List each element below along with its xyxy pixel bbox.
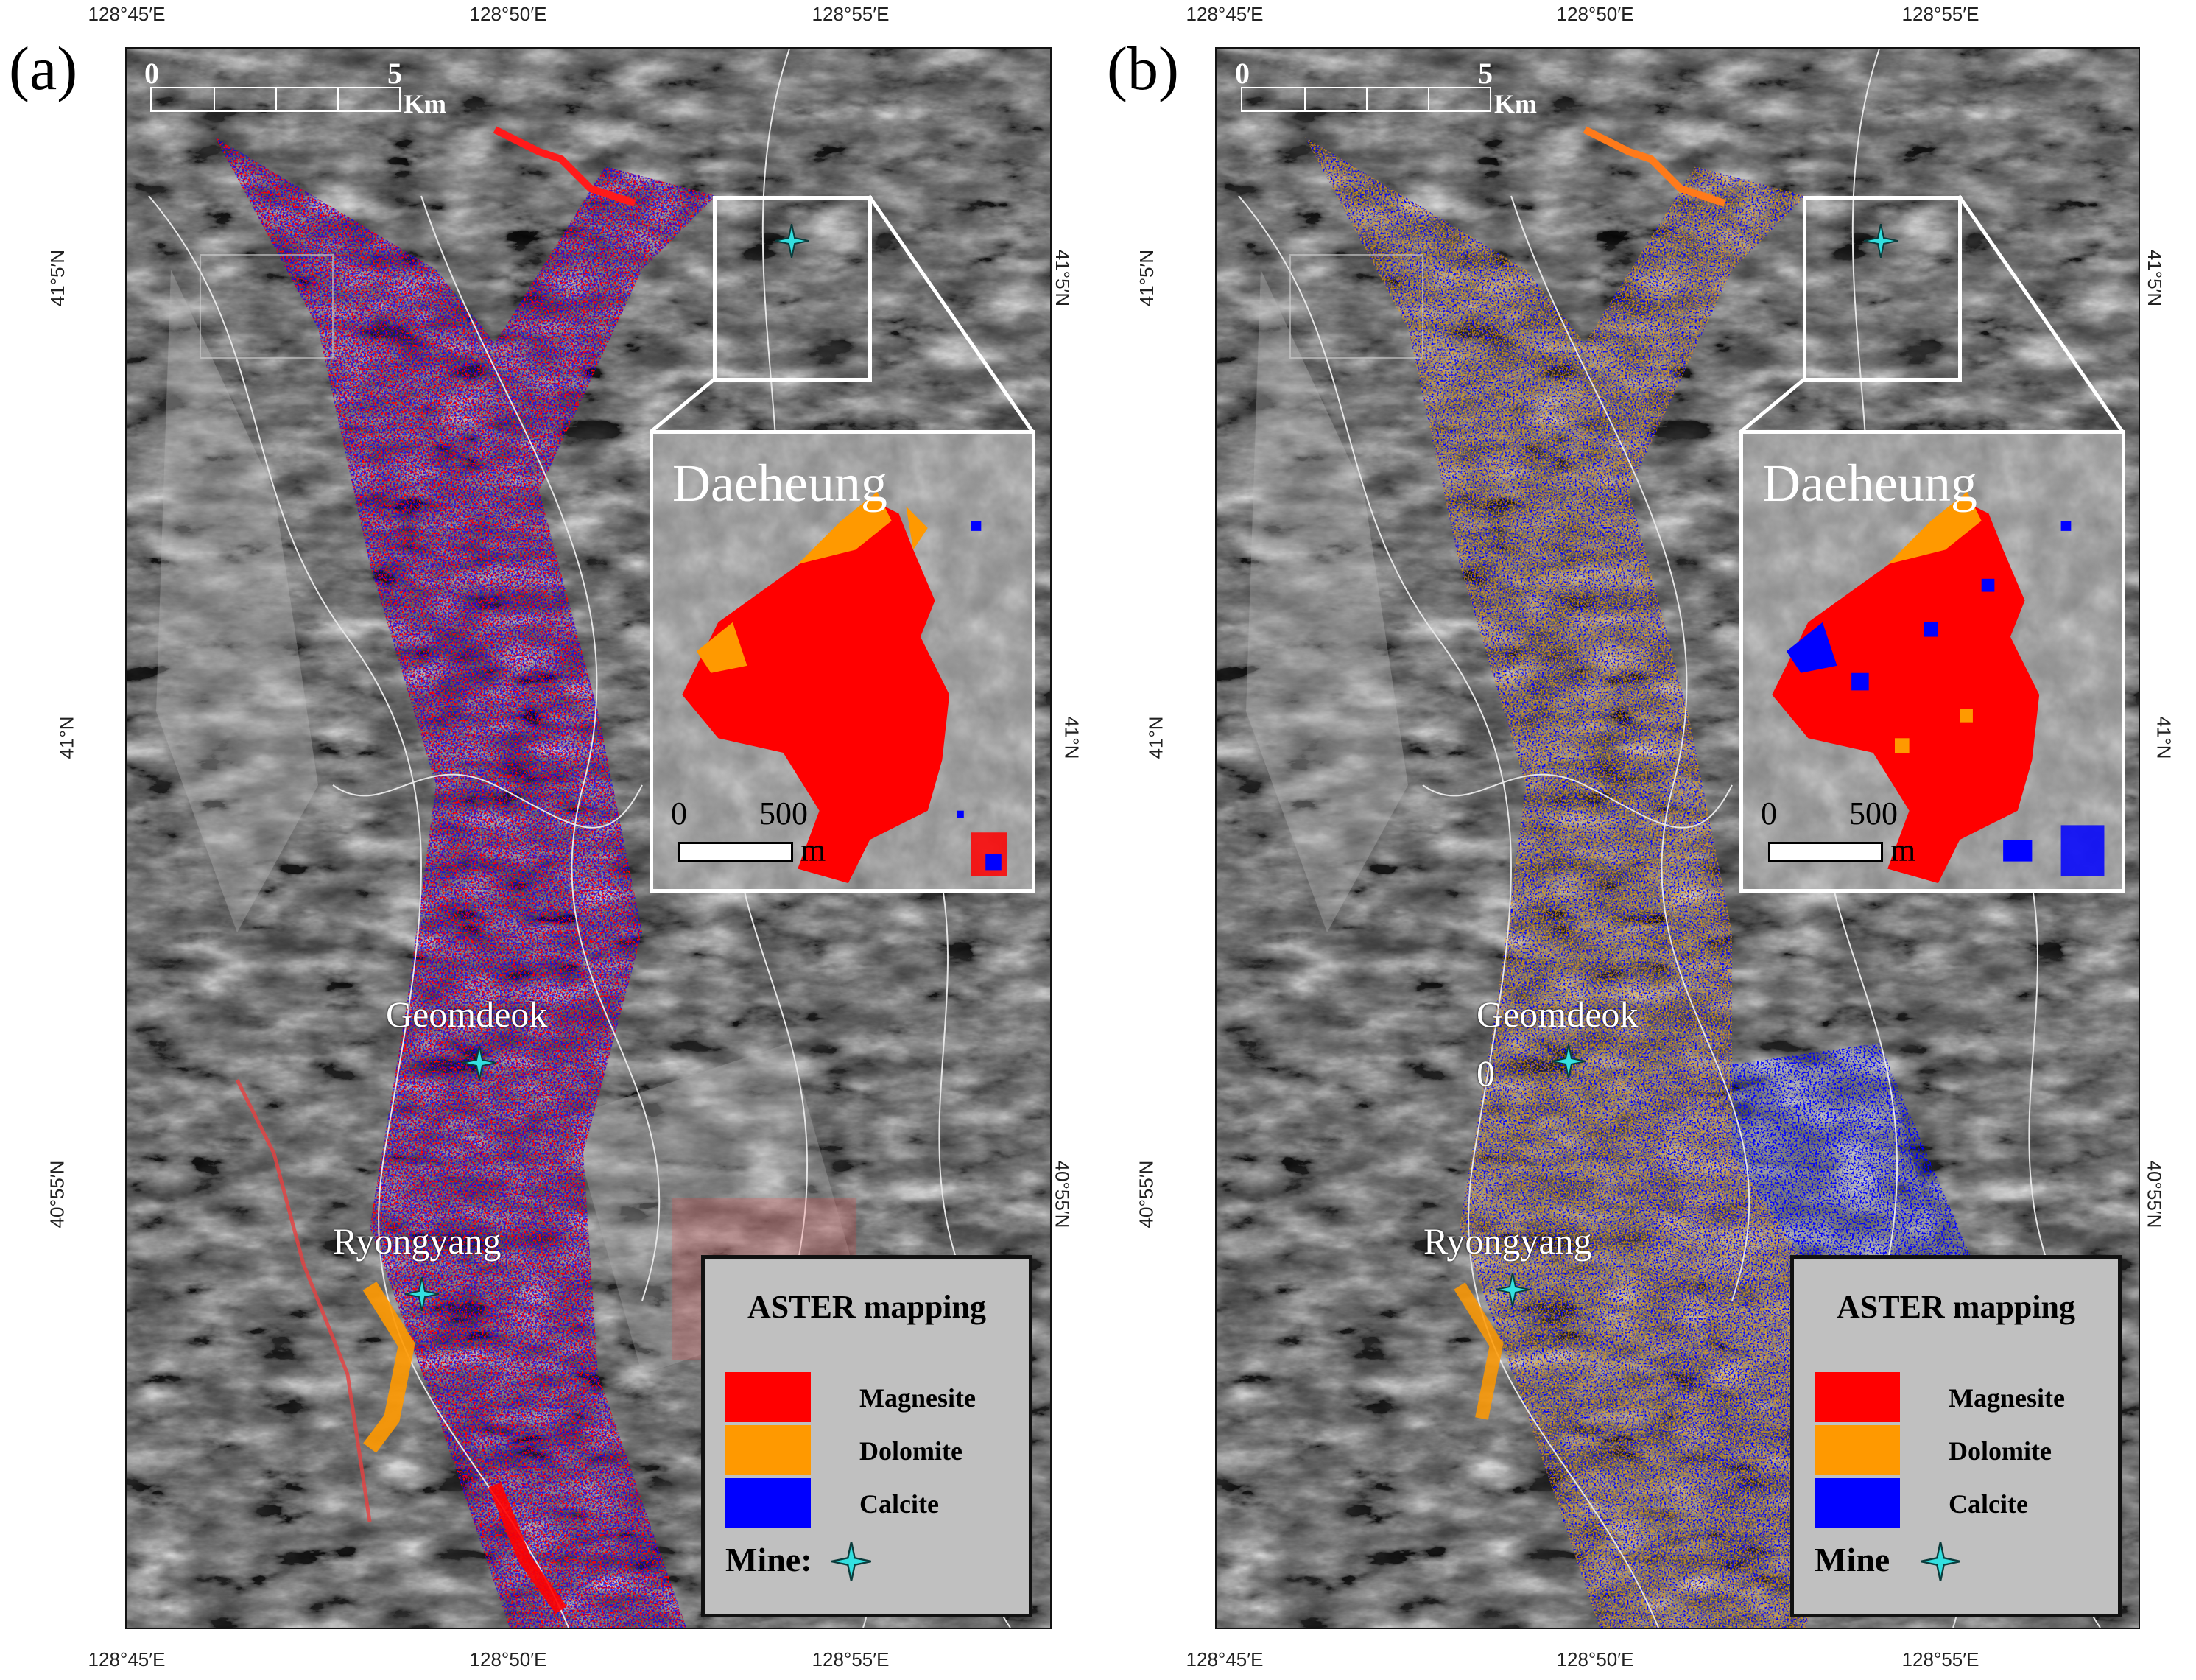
inset-scale-unit: m xyxy=(800,832,826,868)
legend-swatch-calcite xyxy=(725,1478,811,1528)
mine-icon-geomdeok xyxy=(462,1046,496,1080)
scale-end: 5 xyxy=(1478,57,1493,90)
inset-scale-rect xyxy=(1768,842,1883,862)
legend: ASTER mapping Magnesite Dolomite Calcite… xyxy=(701,1255,1032,1617)
inset-image xyxy=(1743,434,2122,889)
scale-start: 0 xyxy=(1235,57,1250,90)
legend-swatch-dolomite xyxy=(1815,1425,1900,1475)
place-geomdeok: Geomdeok xyxy=(386,994,548,1035)
top-coord-3: 128°55′E xyxy=(812,3,890,25)
scale-unit: Km xyxy=(404,89,446,119)
top-coord-3: 128°55′E xyxy=(1901,3,1979,25)
legend-swatch-calcite xyxy=(1815,1478,1900,1528)
inset-scale-end: 500 xyxy=(759,795,808,832)
inset-scale-bar: 0 500 m xyxy=(671,795,848,876)
legend-title: ASTER mapping xyxy=(747,1289,986,1325)
inset-image xyxy=(653,434,1032,889)
legend-swatch-magnesite xyxy=(725,1372,811,1422)
inset-connector-lines xyxy=(650,194,1035,433)
map-area xyxy=(125,47,1052,1629)
inset-title: Daeheung xyxy=(672,454,887,513)
scale-start: 0 xyxy=(144,57,159,90)
legend-mine-icon xyxy=(1921,1542,1960,1581)
legend-label-calcite: Calcite xyxy=(1949,1489,2028,1519)
place-geomdeok: Geomdeok xyxy=(1477,994,1639,1035)
place-ryongyang: Ryongyang xyxy=(1423,1220,1592,1262)
scale-end: 5 xyxy=(387,57,402,90)
bottom-coord-2: 128°50′E xyxy=(1556,1648,1634,1670)
mine-icon-geomdeok xyxy=(1552,1044,1586,1078)
inset-connector-lines xyxy=(1739,194,2125,433)
bottom-coord-2: 128°50′E xyxy=(469,1648,547,1670)
legend-label-magnesite: Magnesite xyxy=(1949,1383,2065,1413)
mine-icon-daeheung xyxy=(775,224,809,258)
inset-title: Daeheung xyxy=(1762,454,1977,513)
bottom-coord-3: 128°55′E xyxy=(1901,1648,1979,1670)
inset-scale-rect xyxy=(678,842,793,862)
scale-unit: Km xyxy=(1494,89,1537,119)
inset-scale-bar: 0 500 m xyxy=(1761,795,1938,876)
mine-icon-daeheung xyxy=(1864,224,1898,258)
inset-scale-start: 0 xyxy=(1761,795,1777,832)
scale-seg-4 xyxy=(337,87,401,112)
bottom-coord-1: 128°45′E xyxy=(1186,1648,1264,1670)
scale-seg-4 xyxy=(1428,87,1491,112)
bottom-coord-1: 128°45′E xyxy=(88,1648,166,1670)
inset-locator-box xyxy=(1803,196,1962,382)
place-ryongyang: Ryongyang xyxy=(333,1220,502,1262)
mine-icon-ryongyang xyxy=(1496,1273,1530,1307)
inset-scale-start: 0 xyxy=(671,795,687,832)
legend-mine-label: Mine xyxy=(1815,1541,1890,1578)
inset-locator-box xyxy=(713,196,872,382)
legend-swatch-magnesite xyxy=(1815,1372,1900,1422)
legend-label-dolomite: Dolomite xyxy=(1949,1436,2052,1466)
panel-label: (b) xyxy=(1107,35,1179,103)
legend-title: ASTER mapping xyxy=(1836,1289,2075,1325)
mine-icon-ryongyang xyxy=(405,1277,439,1311)
legend: ASTER mapping Magnesite Dolomite Calcite… xyxy=(1790,1255,2122,1617)
legend-mine-label: Mine: xyxy=(725,1541,812,1578)
inset-daeheung: Daeheung 0 500 m xyxy=(1739,430,2125,893)
legend-swatch-dolomite xyxy=(725,1425,811,1475)
panel-a: (a) 128°45′E 128°50′E 128°55′E 128°45′E … xyxy=(9,3,1083,1670)
top-coord-2: 128°50′E xyxy=(1556,3,1634,25)
inset-scale-unit: m xyxy=(1890,832,1916,868)
legend-label-calcite: Calcite xyxy=(859,1489,939,1519)
legend-mine-icon xyxy=(831,1542,871,1581)
panel-label: (a) xyxy=(9,35,78,103)
legend-label-dolomite: Dolomite xyxy=(859,1436,962,1466)
inset-scale-end: 500 xyxy=(1849,795,1898,832)
top-coord-1: 128°45′E xyxy=(88,3,166,25)
extra-zero-label: 0 xyxy=(1477,1052,1495,1094)
top-coord-2: 128°50′E xyxy=(469,3,547,25)
inset-daeheung: Daeheung 0 500 m xyxy=(650,430,1035,893)
terrain-image xyxy=(127,49,1050,1628)
bottom-coord-3: 128°55′E xyxy=(812,1648,890,1670)
legend-label-magnesite: Magnesite xyxy=(859,1383,976,1413)
top-coord-1: 128°45′E xyxy=(1186,3,1264,25)
panel-b: (b) 128°45′E 128°50′E 128°55′E 128°45′E … xyxy=(1098,0,2196,1680)
